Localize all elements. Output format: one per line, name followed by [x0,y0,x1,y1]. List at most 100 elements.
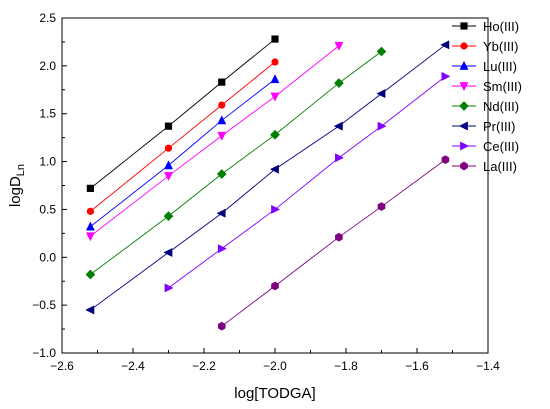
series-line [221,159,446,327]
data-point [269,164,279,174]
legend-label: Sm(III) [483,79,522,94]
plot-frame [61,17,489,354]
data-point [163,247,173,258]
data-point [216,169,227,179]
y-tick-label: 0.5 [39,202,56,216]
legend-marker [458,121,468,131]
series-ybiii [86,58,279,215]
data-point [164,122,173,130]
legend-marker [460,42,468,50]
legend-label: Lu(III) [483,59,517,74]
legend-marker [460,161,468,171]
legend-marker [459,101,469,111]
legend-marker [460,141,470,151]
series-luiii [85,74,280,231]
series-ndiii [85,46,387,280]
y-tick-label: 2.0 [39,59,56,73]
data-point [217,244,227,254]
series-line [90,51,382,275]
legend-item: Ho(III) [452,19,519,34]
legend-label: Nd(III) [483,99,519,114]
x-tick-label: −2.0 [263,359,287,373]
series-line [168,76,446,289]
data-point [440,40,450,50]
data-point [334,41,344,51]
series-line [90,38,276,189]
legend-marker [459,60,469,70]
y-tick-label: −0.5 [32,298,56,312]
data-point [217,321,226,331]
data-point [86,184,94,192]
data-point [271,281,279,291]
y-tick-label: 0.0 [39,250,56,264]
legend-item: La(III) [452,159,517,174]
data-point [441,155,450,165]
y-tick-label: 1.0 [39,155,56,169]
data-point [216,208,226,218]
y-tick-label: 1.5 [39,107,56,121]
data-point [271,35,279,43]
data-point [441,71,451,81]
legend-label: Yb(III) [483,39,518,54]
data-point [335,153,345,163]
legend: Ho(III) Yb(III) Lu(III) Sm(III) Nd(III) Pr(II… [452,19,522,174]
legend-marker [460,22,468,30]
series-line [90,45,340,237]
data-point [270,74,280,84]
legend-item: Yb(III) [452,39,518,54]
x-tick-label: −2.4 [121,359,145,373]
data-point [271,58,279,66]
data-point [85,269,96,280]
series-layer [85,35,451,331]
series-priii [85,40,450,315]
data-point [376,46,387,57]
x-tick-label: −2.6 [50,359,74,373]
x-axis: −2.6 −2.4 −2.2 −2.0 −1.8 −1.6 −1.4 [50,348,500,373]
legend-item: Sm(III) [452,79,522,94]
legend-item: Pr(III) [452,119,516,134]
data-point [333,121,343,131]
data-point [218,101,226,109]
legend-item: Nd(III) [452,99,519,114]
series-hoiii [86,35,279,192]
data-point [164,283,174,293]
data-point [270,129,280,140]
data-point [85,232,95,242]
legend-label: Ho(III) [483,19,519,34]
data-point [376,89,386,99]
y-axis-title-main: logD [7,176,24,207]
data-point [335,232,343,242]
data-point [164,144,173,152]
data-point [217,131,227,141]
series-ceiii [164,71,451,293]
x-tick-label: −1.6 [405,359,429,373]
x-tick-label: −2.2 [192,359,216,373]
data-point [163,211,174,222]
data-point [270,92,280,102]
series-smiii [85,41,344,242]
data-point [85,305,95,315]
plot-border [61,17,489,354]
legend-label: Pr(III) [483,119,516,134]
data-point [377,121,387,131]
data-point [271,204,281,214]
data-point [163,172,174,182]
legend-label: La(III) [483,159,517,174]
legend-item: Ce(III) [452,139,519,154]
y-axis-title: logDLn [7,164,27,207]
x-tick-label: −1.4 [476,359,500,373]
data-point [333,78,344,89]
y-tick-label: 2.5 [39,11,56,25]
data-point [163,160,174,170]
legend-marker [459,82,469,92]
data-point [217,115,227,125]
series-line [90,78,276,228]
x-tick-label: −1.8 [334,359,358,373]
legend-item: Lu(III) [452,59,517,74]
y-axis-title-subscript: Ln [15,164,27,176]
x-axis-title: log[TODGA] [234,385,315,402]
y-tick-label: −1.0 [32,346,56,360]
data-point [85,221,95,231]
legend-label: Ce(III) [483,139,519,154]
